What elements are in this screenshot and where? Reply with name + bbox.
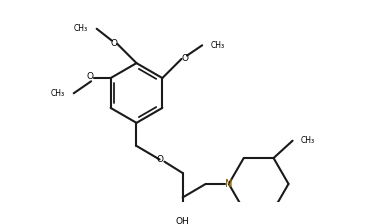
Text: CH₃: CH₃ [211,41,225,50]
Text: O: O [156,155,163,164]
Text: O: O [110,39,117,48]
Text: O: O [182,54,189,63]
Text: CH₃: CH₃ [74,24,88,33]
Text: N: N [225,179,233,189]
Text: O: O [87,72,94,81]
Text: CH₃: CH₃ [300,136,314,145]
Text: OH: OH [176,217,190,224]
Text: N: N [225,179,233,189]
Text: CH₃: CH₃ [51,89,65,98]
